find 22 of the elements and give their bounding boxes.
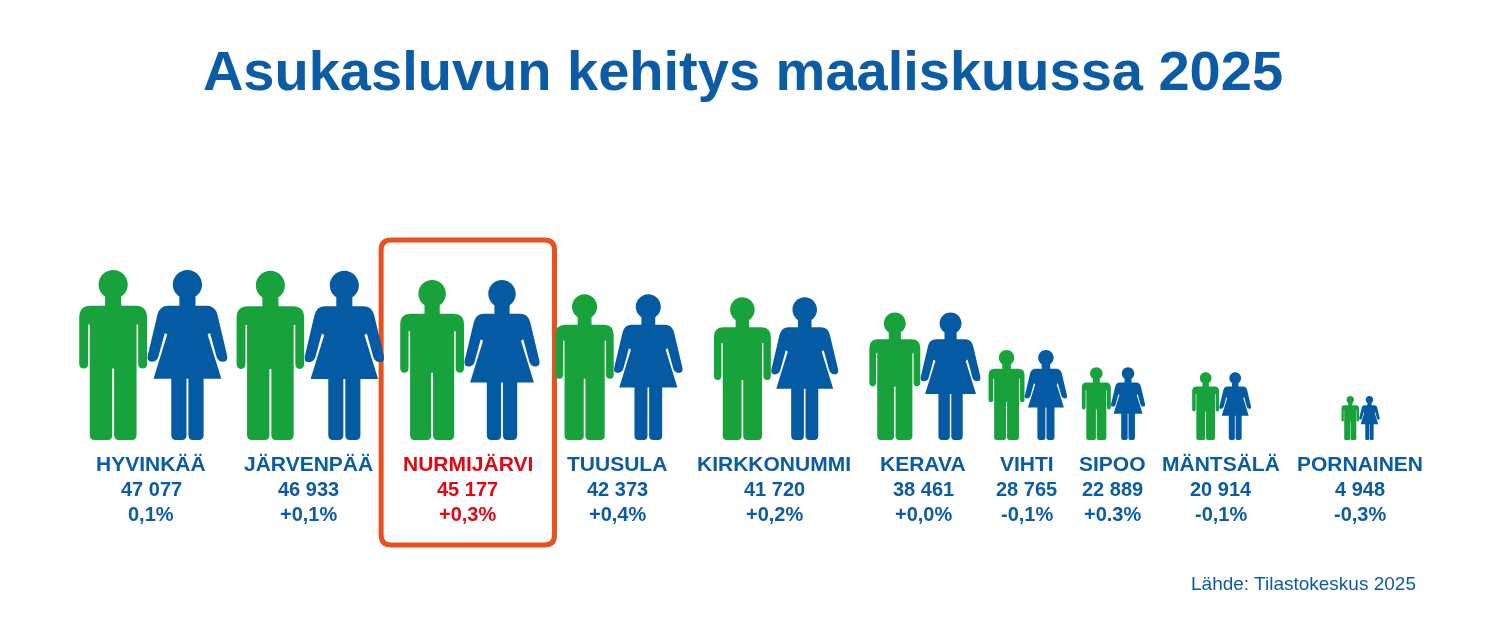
category-label: PORNAINEN	[1297, 452, 1424, 475]
data-label: 42 373	[587, 478, 649, 500]
category-label: MÄNTSÄLÄ	[1162, 452, 1280, 475]
data-label: 46 933	[278, 478, 340, 500]
data-label: 41 720	[744, 478, 806, 500]
data-label: 28 765	[996, 478, 1058, 500]
category-label: SIPOO	[1079, 452, 1146, 475]
data-label: 45 177	[437, 478, 499, 500]
data-label: 20 914	[1190, 478, 1253, 500]
category-label: TUUSULA	[567, 452, 668, 475]
category-label: NURMIJÄRVI	[403, 452, 534, 475]
text: Asukasluvun kehitys maaliskuussa 2025	[202, 38, 1284, 102]
category-label: HYVINKÄÄ	[96, 452, 206, 475]
data-label: 4 948	[1335, 478, 1386, 500]
category-label: JÄRVENPÄÄ	[244, 452, 374, 475]
text: Lähde: Tilastokeskus 2025	[1191, 573, 1416, 594]
data-label: 38 461	[893, 478, 955, 500]
data-label: 47 077	[121, 478, 183, 500]
data-label: 22 889	[1082, 478, 1144, 500]
category-label: KIRKKONUMMI	[697, 452, 851, 475]
category-label: KERAVA	[880, 452, 966, 475]
category-label: VIHTI	[1000, 452, 1054, 475]
